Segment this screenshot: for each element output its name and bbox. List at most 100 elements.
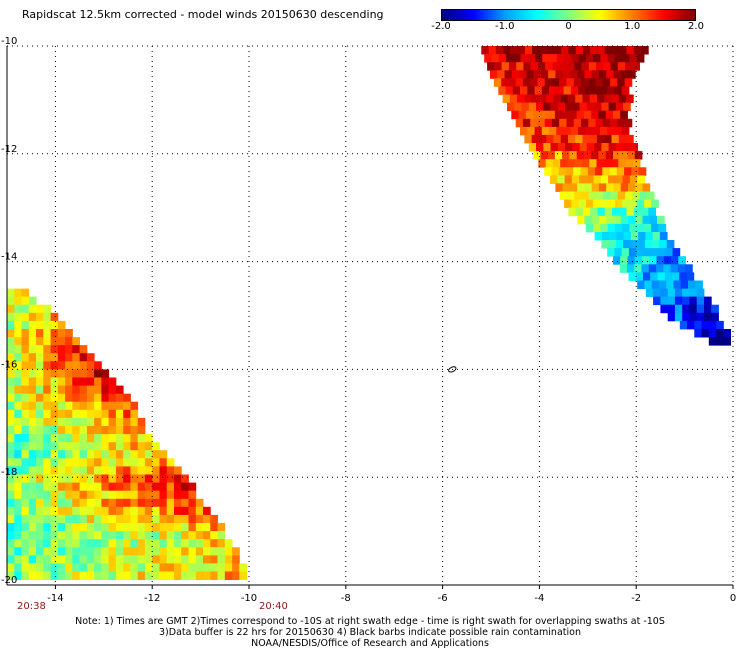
heatmap-cell — [203, 523, 211, 532]
heatmap-cell — [536, 143, 544, 152]
heatmap-cell — [94, 409, 102, 419]
heatmap-cell — [544, 78, 553, 87]
heatmap-cell — [694, 329, 702, 338]
heatmap-cell — [224, 571, 233, 580]
heatmap-cell — [565, 102, 573, 112]
heatmap-cell — [115, 571, 124, 580]
heatmap-cell — [7, 434, 15, 443]
heatmap-cell — [188, 506, 197, 516]
heatmap-cell — [620, 70, 629, 79]
heatmap-cell — [115, 539, 124, 548]
heatmap-cell — [570, 126, 579, 136]
heatmap-cell — [28, 563, 37, 572]
heatmap-cell — [72, 466, 80, 475]
heatmap-cell — [144, 539, 153, 548]
heatmap-cell — [72, 361, 80, 370]
heatmap-cell — [123, 434, 131, 443]
heatmap-cell — [611, 159, 619, 168]
heatmap-cell — [616, 167, 625, 176]
heatmap-cell — [645, 288, 654, 298]
heatmap-cell — [14, 531, 22, 540]
heatmap-cell — [568, 134, 576, 144]
y-tick-label: -14 — [1, 252, 17, 263]
heatmap-cell — [21, 450, 30, 459]
heatmap-cell — [708, 337, 717, 346]
heatmap-cell — [14, 450, 22, 459]
heatmap-cell — [65, 385, 73, 395]
x-tick-label: -4 — [534, 593, 544, 604]
heatmap-cell — [7, 482, 15, 492]
heatmap-cell — [50, 385, 59, 395]
heatmap-cell — [7, 555, 15, 564]
heatmap-cell — [704, 296, 712, 306]
heatmap-cell — [562, 183, 571, 192]
heatmap-cell — [152, 506, 160, 516]
heatmap-cell — [606, 215, 614, 225]
heatmap-cell — [217, 523, 226, 532]
heatmap-cell — [137, 434, 146, 443]
heatmap-cell — [174, 498, 182, 508]
heatmap-cell — [137, 547, 146, 556]
heatmap-cell — [620, 110, 628, 120]
heatmap-cell — [723, 337, 731, 346]
heatmap-cell — [188, 539, 197, 548]
heatmap-cell — [569, 151, 578, 160]
heatmap-cell — [203, 547, 211, 556]
heatmap-cell — [174, 514, 182, 524]
heatmap-cell — [152, 571, 160, 580]
heatmap-cell — [123, 506, 131, 516]
heatmap-cell — [36, 409, 44, 419]
heatmap-cell — [600, 175, 609, 184]
heatmap-cell — [50, 506, 59, 516]
heatmap-cell — [515, 118, 524, 128]
heatmap-cell — [123, 442, 131, 451]
heatmap-cell — [575, 207, 584, 217]
heatmap-cell — [101, 417, 110, 427]
heatmap-cell — [584, 183, 593, 192]
heatmap-cell — [552, 78, 560, 87]
heatmap-cell — [571, 175, 580, 184]
heatmap-cell — [210, 514, 218, 524]
heatmap-cell — [43, 474, 51, 483]
heatmap-cell — [596, 159, 605, 168]
heatmap-cell — [108, 450, 117, 459]
heatmap-cell — [123, 490, 131, 500]
heatmap-cell — [57, 514, 66, 524]
heatmap-cell — [601, 102, 610, 112]
heatmap-cell — [544, 118, 553, 128]
heatmap-cell — [632, 159, 641, 168]
heatmap-cell — [637, 280, 645, 289]
heatmap-cell — [674, 312, 683, 322]
heatmap-cell — [14, 361, 22, 370]
heatmap-cell — [630, 232, 639, 241]
heatmap-cell — [210, 571, 218, 580]
heatmap-cell — [108, 563, 117, 572]
heatmap-cell — [570, 86, 579, 95]
heatmap-cell — [618, 159, 626, 168]
heatmap-cell — [159, 514, 168, 524]
heatmap-cell — [43, 393, 51, 403]
heatmap-cell — [86, 361, 95, 370]
heatmap-cell — [57, 539, 66, 548]
heatmap-cell — [612, 207, 620, 217]
notes: Note: 1) Times are GMT 2)Times correspon… — [0, 616, 740, 649]
heatmap-cell — [547, 110, 556, 120]
heatmap-cell — [43, 514, 51, 524]
heatmap-cell — [614, 223, 623, 233]
heatmap-cell — [659, 232, 668, 241]
heatmap-cell — [50, 377, 59, 386]
heatmap-cell — [144, 571, 153, 580]
y-tick-label: -12 — [1, 144, 17, 155]
heatmap-cell — [224, 555, 233, 564]
heatmap-cell — [86, 539, 95, 548]
heatmap-cell — [36, 442, 44, 451]
heatmap-cell — [623, 240, 631, 249]
heatmap-cell — [72, 345, 80, 354]
heatmap-cell — [195, 571, 204, 580]
heatmap-cell — [36, 547, 44, 556]
heatmap-cell — [188, 563, 197, 572]
heatmap-cell — [559, 118, 567, 128]
heatmap-cell — [600, 54, 609, 63]
heatmap-cell — [554, 151, 563, 160]
heatmap-cell — [633, 46, 642, 55]
